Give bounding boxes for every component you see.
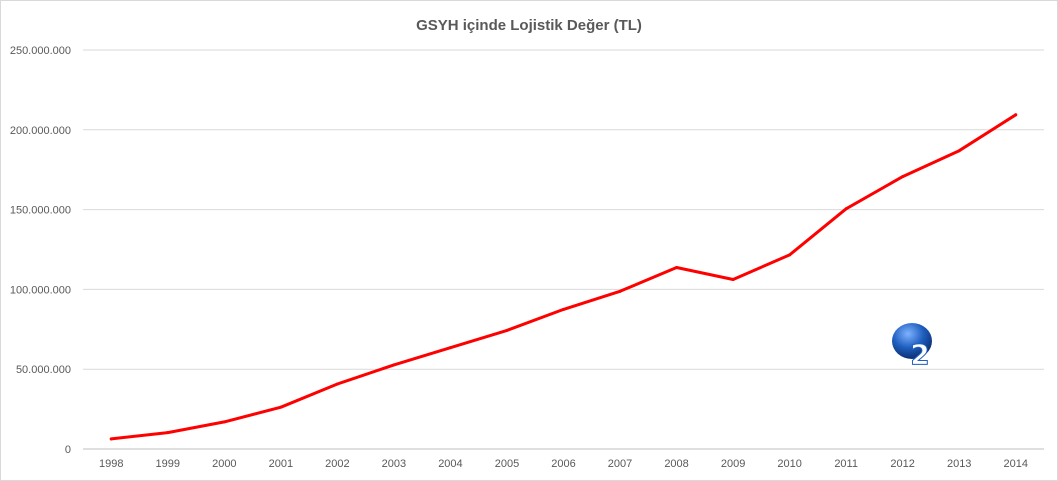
- x-axis-tick-labels: 1998 1999 2000 2001 2002 2003 2004 2005 2006 2007…: [99, 458, 1028, 470]
- chart-title: GSYH içinde Lojistik Değer (TL): [416, 17, 642, 34]
- x-tick-label: 2010: [777, 458, 801, 470]
- data-point: [166, 431, 170, 435]
- x-tick-label: 2007: [608, 458, 632, 470]
- data-point: [1014, 113, 1018, 117]
- x-tick-label: 2008: [664, 458, 688, 470]
- data-point: [222, 420, 226, 424]
- x-tick-label: 2009: [721, 458, 745, 470]
- x-tick-label: 2011: [834, 458, 858, 470]
- y-tick-label: 250.000.000: [10, 45, 71, 57]
- data-point: [392, 363, 396, 367]
- data-point: [844, 207, 848, 211]
- y-tick-label: 200.000.000: [10, 125, 71, 137]
- x-tick-label: 2012: [890, 458, 914, 470]
- x-tick-label: 2003: [382, 458, 406, 470]
- y-tick-label: 0: [65, 444, 71, 456]
- y-axis-tick-labels: 0 50.000.000 100.000.000 150.000.000 200.000…: [10, 45, 71, 456]
- x-tick-label: 2002: [325, 458, 349, 470]
- data-point: [279, 405, 283, 409]
- series-line: [109, 113, 1018, 441]
- data-point: [109, 437, 113, 441]
- data-point: [675, 266, 679, 270]
- gridlines: [83, 49, 1044, 450]
- data-point: [788, 253, 792, 257]
- x-tick-label: 2006: [551, 458, 575, 470]
- x-tick-label: 2004: [438, 458, 462, 470]
- x-tick-label: 1998: [99, 458, 123, 470]
- x-tick-label: 2005: [495, 458, 519, 470]
- x-tick-label: 2001: [269, 458, 293, 470]
- data-point: [731, 278, 735, 282]
- data-point: [562, 307, 565, 311]
- data-point: [505, 328, 509, 332]
- x-tick-label: 1999: [156, 458, 180, 470]
- watermark-logo: 2: [892, 323, 932, 372]
- data-point: [335, 382, 339, 386]
- watermark-logo-ball: [892, 323, 932, 359]
- y-tick-label: 150.000.000: [10, 205, 71, 217]
- series-layer: [109, 113, 1018, 441]
- y-tick-label: 100.000.000: [10, 284, 71, 296]
- y-tick-label: 50.000.000: [16, 364, 71, 376]
- data-point: [901, 175, 905, 179]
- data-point: [957, 149, 961, 153]
- data-point: [618, 289, 622, 293]
- x-tick-label: 2013: [947, 458, 971, 470]
- x-tick-label: 2014: [1003, 458, 1027, 470]
- x-tick-label: 2000: [212, 458, 236, 470]
- data-point: [448, 346, 452, 350]
- watermark-logo-glyph: 2: [910, 338, 929, 371]
